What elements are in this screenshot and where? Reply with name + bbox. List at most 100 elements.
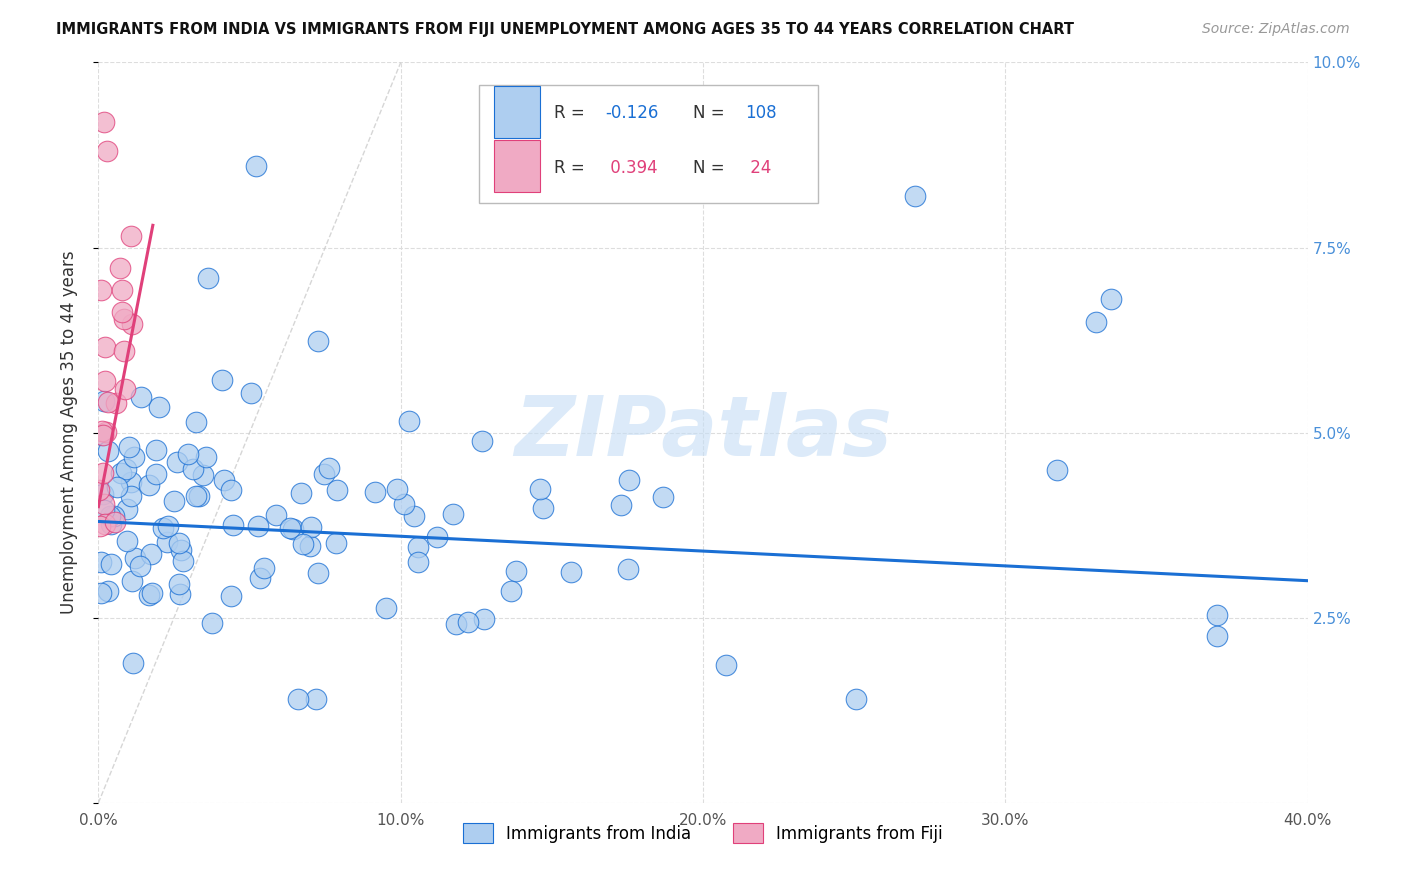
Point <box>110 466 132 480</box>
Point <box>1085 314 1108 328</box>
Point <box>290 486 312 500</box>
Point <box>121 656 143 670</box>
Point <box>104 396 127 410</box>
Y-axis label: Unemployment Among Ages 35 to 44 years: Unemployment Among Ages 35 to 44 years <box>59 251 77 615</box>
Point <box>264 508 287 522</box>
Point <box>299 519 322 533</box>
Point <box>298 539 321 553</box>
Point <box>845 692 868 706</box>
Point <box>124 551 146 566</box>
Point <box>97 583 120 598</box>
Point <box>499 584 522 599</box>
Point <box>156 519 179 533</box>
Point <box>112 343 135 358</box>
Point <box>443 507 465 521</box>
Point <box>406 540 429 554</box>
Point <box>94 425 117 439</box>
Point <box>219 483 242 498</box>
Point <box>94 517 117 532</box>
Point <box>318 461 340 475</box>
Point <box>375 600 398 615</box>
Point <box>91 428 114 442</box>
Point <box>108 260 131 275</box>
Text: R =: R = <box>554 103 591 122</box>
Point <box>560 565 582 579</box>
Point <box>120 228 142 243</box>
Point <box>186 489 208 503</box>
Point <box>121 574 143 588</box>
Point <box>287 692 309 706</box>
Point <box>307 566 329 581</box>
Point <box>280 521 302 535</box>
Point <box>156 535 179 549</box>
Point <box>406 555 429 569</box>
Point <box>93 502 115 516</box>
Point <box>394 497 416 511</box>
Point <box>904 188 927 202</box>
FancyBboxPatch shape <box>494 140 540 192</box>
Point <box>111 305 134 319</box>
Point <box>118 440 141 454</box>
Text: 0.394: 0.394 <box>605 159 658 177</box>
Point <box>212 473 235 487</box>
Point <box>91 427 114 442</box>
Point <box>716 657 738 672</box>
Point <box>1206 608 1229 623</box>
Point <box>307 334 329 349</box>
Point <box>472 612 495 626</box>
Point <box>152 521 174 535</box>
Point <box>89 483 111 498</box>
Point <box>617 561 640 575</box>
Point <box>121 317 143 331</box>
Point <box>166 455 188 469</box>
Point <box>617 473 640 487</box>
Point <box>114 383 136 397</box>
Point <box>138 478 160 492</box>
Point <box>167 577 190 591</box>
Point <box>364 485 387 500</box>
Point <box>610 498 633 512</box>
Text: N =: N = <box>693 103 730 122</box>
Text: -0.126: -0.126 <box>605 103 658 122</box>
Legend: Immigrants from India, Immigrants from Fiji: Immigrants from India, Immigrants from F… <box>457 816 949 850</box>
Point <box>94 374 117 388</box>
Point <box>129 390 152 404</box>
Point <box>1099 293 1122 307</box>
Point <box>96 145 118 159</box>
Point <box>163 494 186 508</box>
Point <box>91 424 114 438</box>
Point <box>122 450 145 464</box>
Text: IMMIGRANTS FROM INDIA VS IMMIGRANTS FROM FIJI UNEMPLOYMENT AMONG AGES 35 TO 44 Y: IMMIGRANTS FROM INDIA VS IMMIGRANTS FROM… <box>56 22 1074 37</box>
Text: 24: 24 <box>745 159 772 177</box>
Point <box>98 509 121 524</box>
Point <box>141 586 163 600</box>
Text: N =: N = <box>693 159 730 177</box>
Point <box>219 589 242 603</box>
Point <box>457 615 479 629</box>
Point <box>148 401 170 415</box>
Point <box>170 542 193 557</box>
Point <box>181 461 204 475</box>
Point <box>139 547 162 561</box>
Point <box>172 554 194 568</box>
Point <box>97 444 120 458</box>
Point <box>398 414 420 428</box>
Point <box>93 394 115 409</box>
Point <box>201 615 224 630</box>
Text: 108: 108 <box>745 103 778 122</box>
Point <box>120 475 142 490</box>
Text: R =: R = <box>554 159 591 177</box>
Point <box>90 585 112 599</box>
Point <box>90 284 112 298</box>
Point <box>325 535 347 549</box>
Point <box>94 340 117 354</box>
Point <box>93 114 115 128</box>
Point <box>194 450 217 464</box>
Point <box>111 283 134 297</box>
Point <box>246 519 269 533</box>
Point <box>652 490 675 504</box>
Point <box>105 480 128 494</box>
Point <box>529 482 551 496</box>
Point <box>89 519 111 533</box>
Point <box>326 483 349 497</box>
